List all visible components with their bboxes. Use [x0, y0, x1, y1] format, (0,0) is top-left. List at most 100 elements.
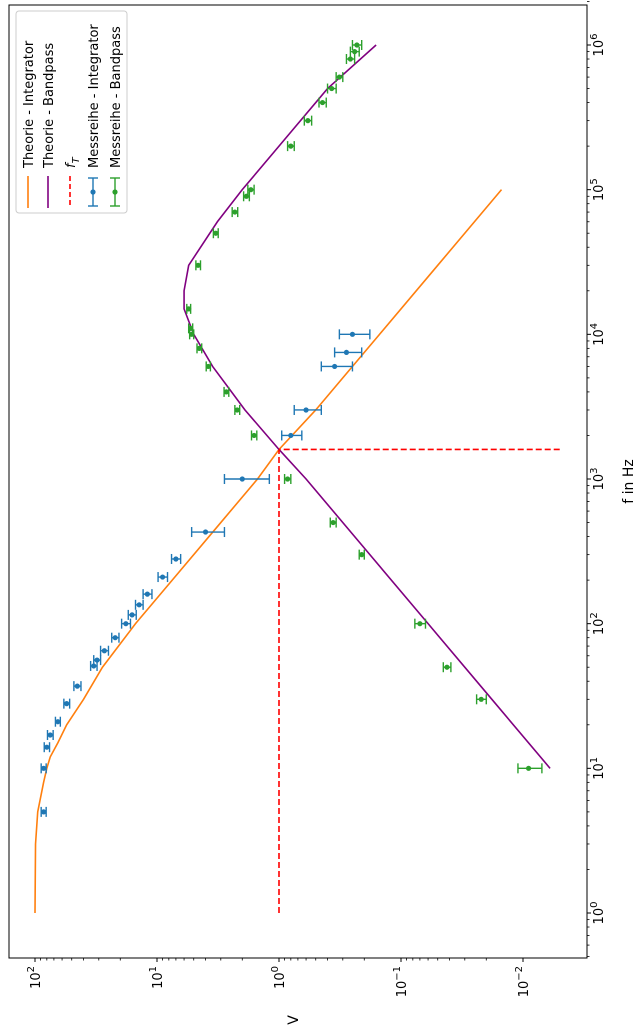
- data-marker: [202, 529, 209, 535]
- data-marker: [159, 574, 166, 580]
- data-marker: [47, 732, 53, 738]
- data-point: [46, 729, 54, 740]
- f-tick-label: 105: [589, 178, 607, 201]
- data-point: [111, 632, 120, 643]
- data-marker: [354, 42, 360, 48]
- y-axis-label: V: [286, 1015, 302, 1025]
- data-layer: [34, 40, 560, 914]
- data-point: [223, 474, 271, 484]
- data-point: [281, 430, 303, 441]
- data-marker: [41, 765, 47, 771]
- data-point: [99, 645, 110, 656]
- data-point: [250, 430, 258, 441]
- data-point: [54, 716, 62, 727]
- data-point: [205, 361, 212, 372]
- f-tick-label: 102: [589, 612, 607, 635]
- data-point: [142, 589, 153, 600]
- plot-area: [34, 40, 560, 914]
- x-axis-label: f in Hz: [621, 459, 637, 503]
- data-marker: [41, 809, 47, 815]
- data-point: [43, 742, 51, 753]
- v-tick-label: 102: [26, 966, 44, 989]
- data-marker: [288, 432, 294, 439]
- data-point: [73, 681, 82, 692]
- data-marker: [330, 519, 336, 526]
- v-tick-label: 100: [270, 966, 288, 989]
- data-marker: [336, 74, 342, 80]
- legend-label: Messreihe - Bandpass: [109, 26, 124, 168]
- data-point: [349, 46, 360, 57]
- data-point: [414, 618, 427, 629]
- data-point: [127, 609, 137, 620]
- data-marker: [243, 193, 250, 199]
- data-point: [345, 54, 356, 65]
- data-marker: [205, 363, 211, 370]
- data-point: [187, 323, 194, 334]
- f-tick-label: 101: [589, 757, 607, 780]
- v-tick-label: 10−1: [392, 966, 410, 997]
- legend-label: Messreihe - Integrator: [87, 24, 102, 168]
- legend-label: fT: [64, 156, 82, 168]
- data-marker: [288, 143, 294, 149]
- data-point: [335, 72, 344, 83]
- legend-entry-theorie-bandpass: Theorie - Bandpass: [42, 43, 57, 208]
- legend: Theorie - Integrator Theorie - Bandpass fT…: [15, 10, 128, 214]
- data-marker: [136, 602, 142, 608]
- data-marker: [305, 118, 311, 124]
- f-tick-label: 100: [589, 902, 607, 925]
- data-marker: [332, 363, 338, 370]
- data-point: [247, 184, 255, 195]
- data-marker: [239, 476, 245, 482]
- data-point: [186, 303, 192, 314]
- data-marker: [248, 187, 254, 193]
- data-marker: [444, 664, 450, 670]
- data-point: [212, 228, 219, 239]
- data-marker: [91, 663, 97, 669]
- data-point: [223, 386, 230, 397]
- v-tick-label: 101: [148, 966, 166, 989]
- data-point: [40, 763, 47, 774]
- data-point: [326, 83, 337, 94]
- data-point: [517, 763, 543, 774]
- data-marker: [285, 476, 291, 482]
- data-point: [242, 191, 251, 202]
- data-marker: [352, 49, 358, 55]
- data-marker: [478, 696, 484, 702]
- data-marker: [223, 389, 229, 395]
- data-marker: [112, 635, 118, 641]
- data-point: [120, 618, 132, 629]
- legend-label: Theorie - Integrator: [22, 40, 37, 169]
- data-marker: [44, 744, 50, 750]
- data-marker: [189, 331, 195, 337]
- legend-box: [15, 10, 128, 214]
- data-marker: [213, 230, 219, 236]
- data-marker: [55, 719, 61, 725]
- legend-label: Theorie - Bandpass: [42, 43, 57, 169]
- legend-entry-messreihe-bandpass: Messreihe - Bandpass: [109, 26, 124, 207]
- data-point: [170, 553, 182, 564]
- data-marker: [188, 325, 194, 331]
- data-marker: [347, 56, 353, 62]
- data-marker: [123, 621, 129, 627]
- series-messreihe-bandpass: [186, 40, 543, 774]
- f-tick-label: 104: [589, 323, 607, 346]
- data-marker: [251, 432, 257, 439]
- data-point: [338, 329, 371, 340]
- data-marker: [319, 99, 326, 106]
- data-point: [157, 572, 169, 583]
- data-point: [286, 141, 295, 152]
- data-point: [283, 474, 292, 484]
- data-point: [63, 698, 71, 709]
- data-marker: [343, 349, 350, 356]
- data-marker: [349, 331, 356, 337]
- data-point: [329, 517, 337, 528]
- data-point: [190, 527, 226, 538]
- data-marker: [64, 701, 70, 707]
- data-marker: [144, 591, 150, 597]
- data-point: [234, 404, 241, 415]
- data-marker: [232, 209, 238, 215]
- data-marker: [94, 657, 100, 663]
- data-marker: [359, 552, 365, 558]
- data-marker: [74, 683, 80, 689]
